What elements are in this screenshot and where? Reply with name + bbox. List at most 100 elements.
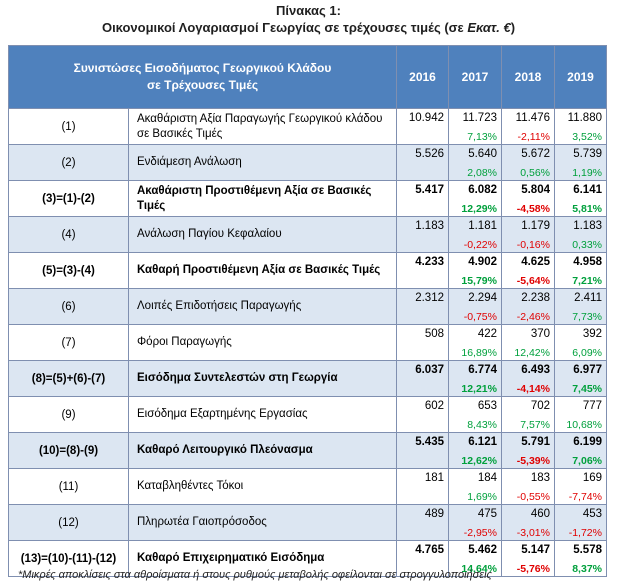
value-2018: 6.493 (521, 364, 550, 376)
change-pct-2017: 2,08% (467, 167, 497, 179)
row-code: (5)=(3)-(4) (8, 252, 129, 289)
header-description: Συνιστώσες Εισοδήματος Γεωργικού Κλάδου … (8, 45, 397, 109)
row-description: Ακαθάριστη Προστιθέμενη Αξία σε Βασικές … (128, 180, 397, 217)
row-code: (8)=(5)+(6)-(7) (8, 360, 129, 397)
table-row: (13)=(10)-(11)-(12) Καθαρό Επιχειρηματικό… (8, 540, 607, 577)
value-2016: 489 (424, 508, 444, 520)
table-row: (8)=(5)+(6)-(7) Εισόδημα Συντελεστών στη … (8, 360, 607, 397)
cell-2019: 4.958 7,21% (554, 252, 607, 289)
change-pct-2018: -0,16% (516, 239, 550, 251)
row-description: Ενδιάμεση Ανάλωση (128, 144, 397, 181)
change-pct-2019: 3,52% (572, 131, 602, 143)
cell-2018: 11.476 -2,11% (501, 108, 555, 145)
value-2016: 5.435 (415, 436, 444, 448)
change-pct-2017: 12,62% (461, 455, 497, 467)
cell-2017: 2.294 -0,75% (448, 288, 502, 325)
table-row: (9) Εισόδημα Εξαρτημένης Εργασίας 602 653 8,… (8, 396, 607, 433)
accounts-table: Συνιστώσες Εισοδήματος Γεωργικού Κλάδου … (8, 45, 607, 577)
row-description: Πληρωτέα Γαιοπρόσοδος (128, 504, 397, 541)
row-description: Ανάλωση Παγίου Κεφαλαίου (128, 216, 397, 253)
value-2017: 422 (477, 328, 497, 340)
cell-2017: 4.902 15,79% (448, 252, 502, 289)
cell-2019: 777 10,68% (554, 396, 607, 433)
value-2018: 183 (530, 472, 550, 484)
row-description: Καθαρή Προστιθέμενη Αξία σε Βασικές Τιμέ… (128, 252, 397, 289)
change-pct-2019: -1,72% (568, 527, 602, 539)
header-desc-line1: Συνιστώσες Εισοδήματος Γεωργικού Κλάδου (73, 61, 332, 75)
cell-2018: 5.791 -5,39% (501, 432, 555, 469)
cell-2016: 5.526 (396, 144, 449, 181)
change-pct-2018: -4,14% (516, 383, 550, 395)
value-2019: 6.199 (573, 436, 602, 448)
cell-2018: 5.147 -5,76% (501, 540, 555, 577)
value-2018: 5.804 (521, 184, 550, 196)
cell-2016: 181 (396, 468, 449, 505)
cell-2018: 5.804 -4,58% (501, 180, 555, 217)
table-row: (10)=(8)-(9) Καθαρό Λειτουργικό Πλεόνασμα… (8, 432, 607, 469)
value-2017: 5.640 (468, 148, 497, 160)
row-code: (4) (8, 216, 129, 253)
value-2018: 5.147 (521, 544, 550, 556)
value-2019: 1.183 (573, 220, 602, 232)
cell-2018: 370 12,42% (501, 324, 555, 361)
change-pct-2018: 7,57% (520, 419, 550, 431)
value-2016: 4.765 (415, 544, 444, 556)
change-pct-2018: -2,11% (517, 131, 551, 143)
value-2016: 5.417 (415, 184, 444, 196)
value-2017: 5.462 (468, 544, 497, 556)
value-2017: 1.181 (468, 220, 497, 232)
value-2018: 460 (530, 508, 550, 520)
value-2017: 4.902 (468, 256, 497, 268)
header-year-2018: 2018 (501, 45, 555, 109)
cell-2019: 6.141 5,81% (554, 180, 607, 217)
table-row: (7) Φόροι Παραγωγής 508 422 16,89% 370 12,42% 3… (8, 324, 607, 361)
value-2019: 777 (582, 400, 602, 412)
header-desc-line2: σε Τρέχουσες Τιμές (146, 78, 259, 92)
change-pct-2019: 0,33% (572, 239, 602, 251)
value-2018: 4.625 (521, 256, 550, 268)
change-pct-2017: 1,69% (467, 491, 497, 503)
value-2016: 1.183 (415, 220, 444, 232)
cell-2016: 5.417 (396, 180, 449, 217)
value-2017: 6.082 (468, 184, 497, 196)
header-year-2019: 2019 (554, 45, 607, 109)
row-description: Καταβληθέντες Τόκοι (128, 468, 397, 505)
value-2017: 184 (477, 472, 497, 484)
change-pct-2019: 1,19% (572, 167, 602, 179)
table-row: (2) Ενδιάμεση Ανάλωση 5.526 5.640 2,08% 5.672… (8, 144, 607, 181)
change-pct-2018: -5,39% (516, 455, 550, 467)
value-2018: 5.791 (521, 436, 550, 448)
row-code: (2) (8, 144, 129, 181)
cell-2019: 11.880 3,52% (554, 108, 607, 145)
cell-2019: 6.977 7,45% (554, 360, 607, 397)
value-2016: 4.233 (415, 256, 444, 268)
table-row: (6) Λοιπές Επιδοτήσεις Παραγωγής 2.312 2.29… (8, 288, 607, 325)
cell-2016: 4.233 (396, 252, 449, 289)
cell-2017: 6.774 12,21% (448, 360, 502, 397)
cell-2017: 422 16,89% (448, 324, 502, 361)
cell-2019: 392 6,09% (554, 324, 607, 361)
change-pct-2018: -2,46% (516, 311, 550, 323)
row-description: Φόροι Παραγωγής (128, 324, 397, 361)
row-code: (7) (8, 324, 129, 361)
change-pct-2017: 12,21% (461, 383, 497, 395)
row-code: (1) (8, 108, 129, 145)
cell-2017: 11.723 7,13% (448, 108, 502, 145)
value-2019: 5.739 (573, 148, 602, 160)
cell-2016: 489 (396, 504, 449, 541)
row-description: Εισόδημα Εξαρτημένης Εργασίας (128, 396, 397, 433)
value-2019: 5.578 (573, 544, 602, 556)
change-pct-2017: 14,64% (461, 563, 497, 575)
row-description: Εισόδημα Συντελεστών στη Γεωργία (128, 360, 397, 397)
table-row: (11) Καταβληθέντες Τόκοι 181 184 1,69% 183 -0,… (8, 468, 607, 505)
cell-2017: 6.121 12,62% (448, 432, 502, 469)
caption-unit: Εκατ. € (467, 20, 511, 35)
value-2019: 4.958 (573, 256, 602, 268)
cell-2016: 6.037 (396, 360, 449, 397)
row-code: (6) (8, 288, 129, 325)
change-pct-2018: -0,55% (516, 491, 550, 503)
value-2017: 475 (477, 508, 497, 520)
table-header-row: Συνιστώσες Εισοδήματος Γεωργικού Κλάδου … (8, 45, 607, 109)
change-pct-2019: -7,74% (568, 491, 602, 503)
change-pct-2018: -4,58% (516, 203, 550, 215)
